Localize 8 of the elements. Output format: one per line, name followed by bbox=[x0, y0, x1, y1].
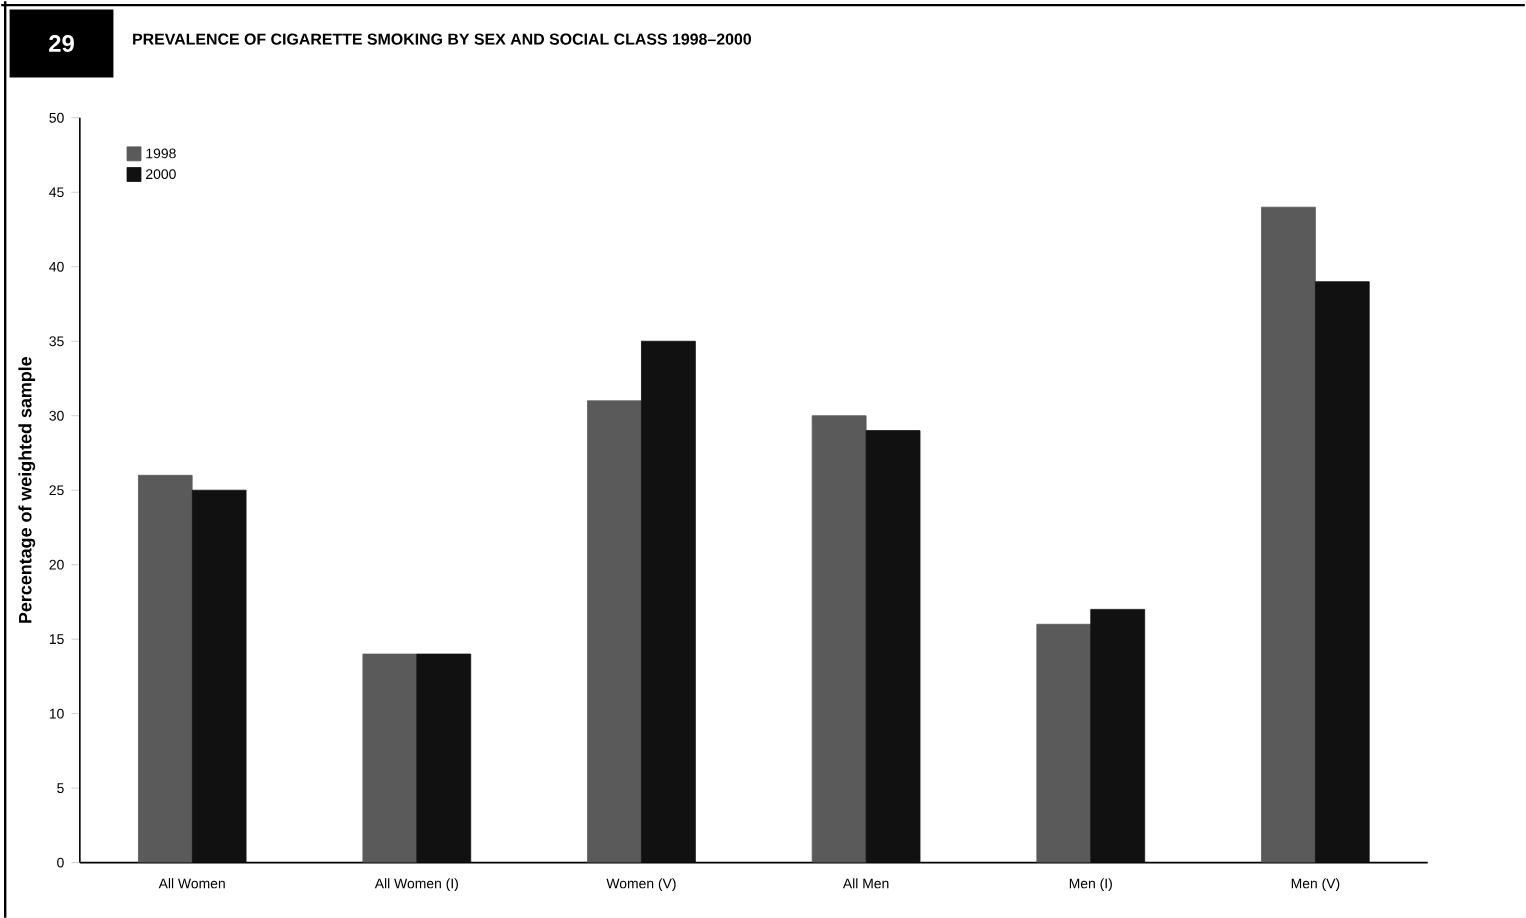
bar bbox=[1036, 623, 1092, 863]
text: 29 bbox=[49, 34, 74, 52]
bar bbox=[362, 653, 418, 863]
bar bbox=[1261, 206, 1316, 863]
y-axis-title: Percentage of weighted sample bbox=[18, 356, 36, 623]
bar bbox=[137, 474, 193, 863]
bar bbox=[811, 414, 867, 863]
bar bbox=[587, 399, 642, 863]
